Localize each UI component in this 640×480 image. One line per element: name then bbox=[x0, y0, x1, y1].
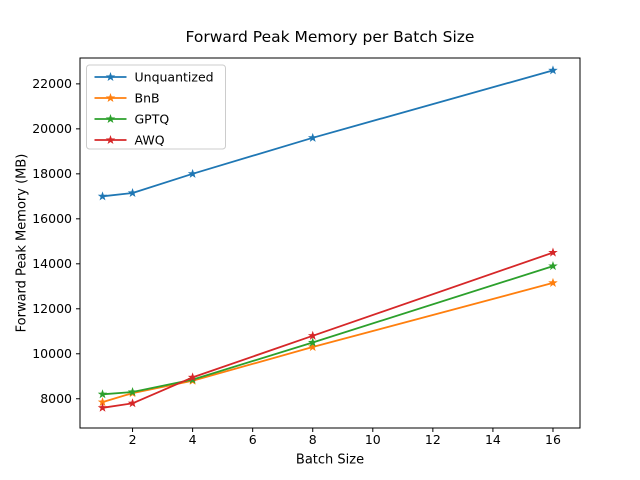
legend-box bbox=[86, 64, 226, 150]
series-marker-unquantized bbox=[548, 65, 558, 75]
x-tick-label: 12 bbox=[425, 432, 441, 447]
legend-label-gptq: GPTQ bbox=[135, 111, 170, 126]
legend-marker-gptq bbox=[105, 114, 116, 124]
series-marker-gptq bbox=[548, 261, 558, 271]
series-marker-awq bbox=[127, 398, 138, 408]
y-tick-label: 14000 bbox=[32, 256, 72, 271]
x-tick-label: 14 bbox=[485, 432, 501, 447]
y-axis-label: Forward Peak Memory (MB) bbox=[14, 153, 30, 333]
y-tick-label: 10000 bbox=[32, 346, 72, 361]
x-tick-label: 6 bbox=[249, 432, 257, 447]
legend-marker-unquantized bbox=[105, 72, 116, 82]
series-marker-unquantized bbox=[307, 132, 318, 142]
x-tick-label: 4 bbox=[189, 432, 197, 447]
series-marker-unquantized bbox=[127, 187, 138, 197]
legend-label-unquantized: Unquantized bbox=[135, 69, 214, 84]
y-tick-label: 16000 bbox=[32, 211, 72, 226]
series-marker-unquantized bbox=[97, 191, 108, 201]
y-tick-label: 18000 bbox=[32, 166, 72, 181]
y-tick-label: 20000 bbox=[32, 121, 72, 136]
y-tick-label: 8000 bbox=[40, 391, 72, 406]
series-marker-awq bbox=[548, 247, 558, 257]
series-marker-awq bbox=[307, 330, 318, 340]
series-marker-awq bbox=[97, 402, 108, 412]
series-marker-gptq bbox=[127, 387, 138, 397]
series-marker-gptq bbox=[97, 389, 108, 399]
x-tick-label: 10 bbox=[365, 432, 381, 447]
legend-label-bnb: BnB bbox=[135, 90, 160, 105]
series-marker-bnb bbox=[548, 277, 558, 287]
axes-frame bbox=[79, 57, 581, 429]
x-tick-label: 8 bbox=[309, 432, 317, 447]
x-axis-label: Batch Size bbox=[295, 452, 365, 468]
chart-title: Forward Peak Memory per Batch Size bbox=[185, 28, 475, 46]
legend-marker-bnb bbox=[105, 93, 116, 103]
series-marker-gptq bbox=[307, 337, 318, 347]
x-tick-label: 16 bbox=[545, 432, 561, 447]
series-marker-awq bbox=[187, 372, 198, 382]
series-marker-unquantized bbox=[187, 168, 198, 178]
y-tick-label: 12000 bbox=[32, 301, 72, 316]
legend-marker-awq bbox=[105, 135, 116, 145]
legend-label-awq: AWQ bbox=[135, 132, 165, 147]
series-marker-bnb bbox=[307, 342, 318, 352]
series-marker-bnb bbox=[97, 397, 108, 407]
y-tick-label: 22000 bbox=[32, 76, 72, 91]
x-tick-label: 2 bbox=[129, 432, 137, 447]
